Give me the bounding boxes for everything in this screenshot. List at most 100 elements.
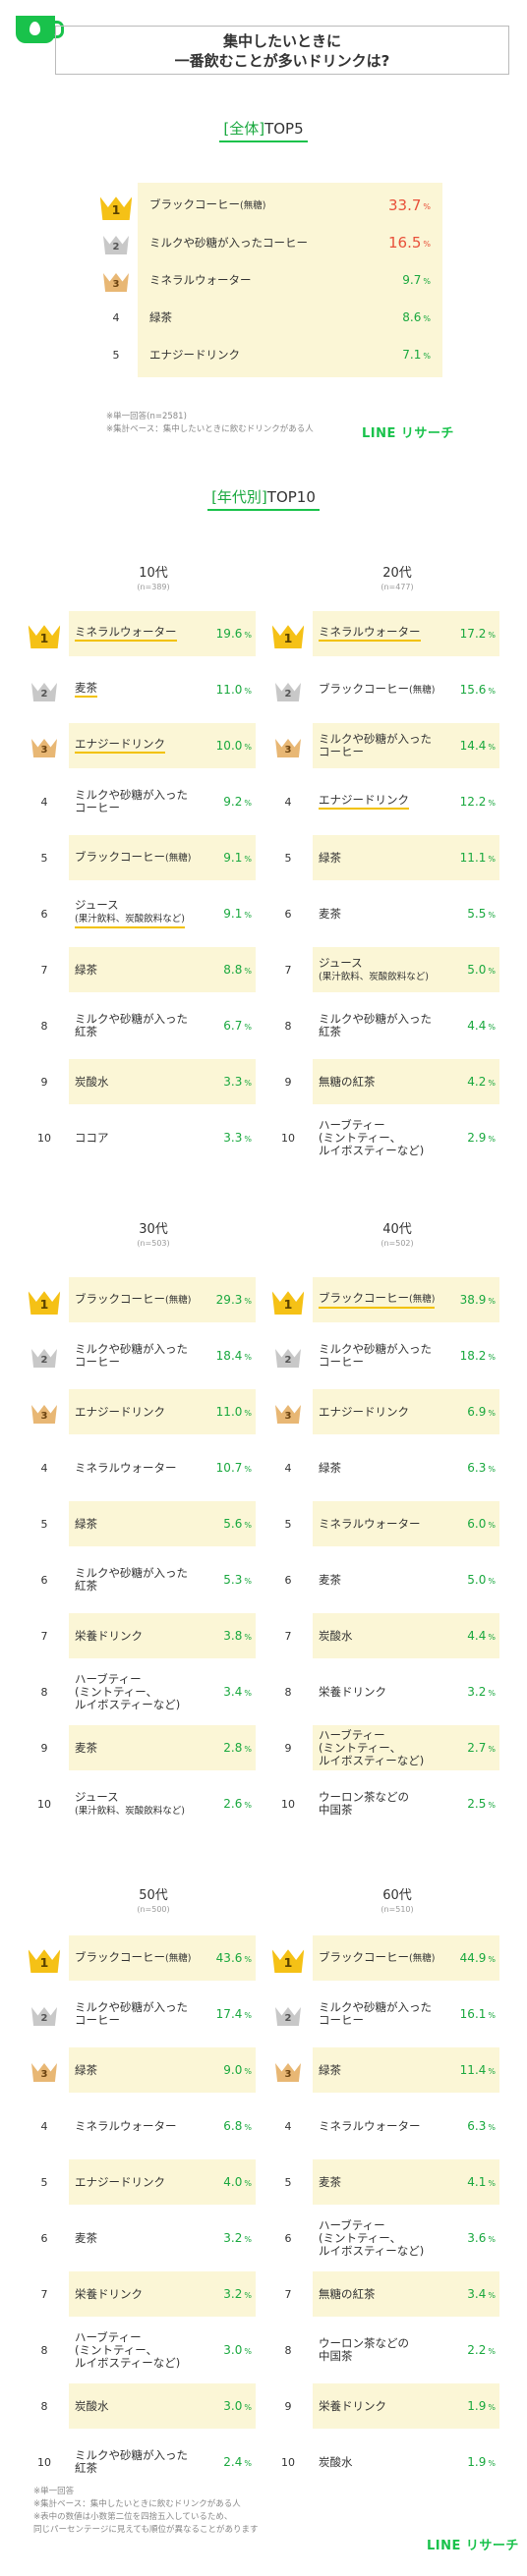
rank-cell: 7 xyxy=(29,2271,59,2317)
drink-name-text: ミネラルウォーター xyxy=(319,1516,421,1531)
table-row: 1 ミネラルウォーター 17.2% xyxy=(271,611,499,656)
rank-number: 8 xyxy=(284,2343,292,2357)
rank-number: 4 xyxy=(40,795,48,809)
drink-name-text: 麦茶 xyxy=(75,681,97,695)
percent-sign: % xyxy=(244,1801,252,1810)
drink-label: ミネラルウォーター xyxy=(149,273,252,287)
rank-number: 7 xyxy=(284,963,292,977)
percent-number: 4.4 xyxy=(467,1629,487,1643)
drink-name-text: ブラックコーヒー xyxy=(75,1950,165,1964)
drink-label: ミルクや砂糖が入った 紅茶 xyxy=(75,2449,188,2475)
rank-cell: 8 xyxy=(273,1003,303,1048)
rank-cell: 6 xyxy=(29,891,59,936)
percent-sign: % xyxy=(488,2347,496,2356)
rank-number: 6 xyxy=(284,1573,292,1587)
drink-name: 栄養ドリンク xyxy=(319,1669,386,1714)
percent-value: 2.4% xyxy=(223,2439,252,2485)
table-row: 10 ウーロン茶などの 中国茶 2.5% xyxy=(273,1781,499,1826)
rank-number: 2 xyxy=(112,242,120,252)
table-row: 7 栄養ドリンク 3.8% xyxy=(29,1613,256,1658)
drink-name-text: ミルクや砂糖が入った 紅茶 xyxy=(75,1012,188,1038)
table-row: 8 栄養ドリンク 3.2% xyxy=(273,1669,499,1714)
percent-sign: % xyxy=(488,1801,496,1810)
percent-number: 3.4 xyxy=(467,2287,487,2301)
drink-label: ミルクや砂糖が入った コーヒー xyxy=(319,733,432,758)
drink-name-note: (無糖) xyxy=(165,853,192,864)
percent-value: 6.0% xyxy=(467,1501,496,1546)
percent-number: 9.2 xyxy=(223,795,243,809)
drink-name-text: ブラックコーヒー xyxy=(319,1290,409,1305)
percent-value: 6.3% xyxy=(467,1445,496,1490)
rank-number: 1 xyxy=(39,632,49,646)
table-row: 5 ブラックコーヒー(無糖) 9.1% xyxy=(29,835,256,880)
row-highlight xyxy=(313,1935,499,1981)
drink-name-text: 炭酸水 xyxy=(75,2398,109,2413)
percent-number: 5.5 xyxy=(467,907,487,921)
table-row: 4 ミネラルウォーター 6.3% xyxy=(273,2103,499,2149)
percent-value: 8.6% xyxy=(402,295,431,340)
percent-number: 10.0 xyxy=(215,739,243,753)
percent-number: 4.2 xyxy=(467,1075,487,1089)
drink-name: ウーロン茶などの 中国茶 xyxy=(319,1781,409,1826)
drink-label: ハーブティー (ミントティー、 ルイボスティーなど) xyxy=(75,2330,180,2370)
percent-value: 3.2% xyxy=(223,2215,252,2261)
percent-number: 44.9 xyxy=(459,1951,487,1965)
percent-sign: % xyxy=(423,277,431,286)
table-row: 10 ミルクや砂糖が入った 紅茶 2.4% xyxy=(29,2439,256,2485)
percent-value: 15.6% xyxy=(460,667,496,712)
drink-label: 炭酸水 xyxy=(75,1074,109,1089)
rank-number: 7 xyxy=(40,963,48,977)
drink-name-text: ミルクや砂糖が入った コーヒー xyxy=(319,1342,432,1369)
rank-number: 5 xyxy=(284,2175,292,2189)
table-row: 4 ミネラルウォーター 10.7% xyxy=(29,1445,256,1490)
page-title: 集中したいときに 一番飲むことが多いドリンクは? xyxy=(55,26,509,75)
drink-name: 炭酸水 xyxy=(319,2439,353,2485)
drink-name-text: ブラックコーヒー xyxy=(75,1292,165,1306)
percent-sign: % xyxy=(244,2011,252,2020)
percent-sign: % xyxy=(244,911,252,920)
bronze-crown-icon: 3 xyxy=(101,268,131,292)
percent-value: 3.8% xyxy=(223,1613,252,1658)
rank-cell: 6 xyxy=(273,2215,303,2261)
rank-number: 2 xyxy=(40,2013,48,2024)
drink-name: ジュース (果汁飲料、炭酸飲料など) xyxy=(319,947,429,992)
table-row: 4 ミネラルウォーター 6.8% xyxy=(29,2103,256,2149)
overall-note-1: ※単一回答(n=2581) xyxy=(106,412,187,421)
rank-number: 1 xyxy=(283,1298,293,1313)
rank-cell: 1 xyxy=(271,611,305,656)
drink-label: エナジードリンク xyxy=(149,348,240,362)
drink-label: 炭酸水 xyxy=(319,2455,353,2469)
percent-sign: % xyxy=(244,1297,252,1306)
percent-value: 2.5% xyxy=(467,1781,496,1826)
drink-label: ハーブティー (ミントティー、 ルイボスティーなど) xyxy=(75,1672,180,1711)
drink-name-text: ウーロン茶などの 中国茶 xyxy=(319,2336,409,2363)
drink-name-text: 炭酸水 xyxy=(75,1074,109,1089)
rank-cell: 2 xyxy=(98,220,134,265)
percent-number: 3.4 xyxy=(223,1685,243,1699)
percent-sign: % xyxy=(423,202,431,211)
rank-cell: 3 xyxy=(29,2047,59,2093)
gold-crown-icon: 1 xyxy=(97,191,135,220)
percent-number: 2.7 xyxy=(467,1741,487,1755)
rank-cell: 9 xyxy=(29,1059,59,1104)
table-row: 5 ミネラルウォーター 6.0% xyxy=(273,1501,499,1546)
percent-value: 6.7% xyxy=(223,1003,252,1048)
rank-number: 1 xyxy=(283,1956,293,1971)
drink-label: 緑茶 xyxy=(75,2063,97,2077)
table-row: 10 ハーブティー (ミントティー、 ルイボスティーなど) 2.9% xyxy=(273,1115,499,1160)
percent-number: 2.6 xyxy=(223,1797,243,1811)
row-highlight xyxy=(69,2047,256,2093)
drink-name-text: 栄養ドリンク xyxy=(319,2398,386,2413)
rank-number: 6 xyxy=(284,907,292,921)
drink-name: ココア xyxy=(75,1115,109,1160)
rank-number: 4 xyxy=(284,795,292,809)
drink-name: エナジードリンク xyxy=(319,1389,409,1434)
footer-note-2: ※集計ベース：集中したいときに飲むドリンクがある人 xyxy=(33,2499,241,2509)
drink-name-text: ジュース xyxy=(75,1789,119,1804)
percent-number: 11.1 xyxy=(459,851,487,865)
table-row: 3 エナジードリンク 10.0% xyxy=(29,723,256,768)
rank-number: 5 xyxy=(40,1517,48,1531)
percent-value: 5.6% xyxy=(223,1501,252,1546)
drink-label: 麦茶 xyxy=(75,682,97,698)
table-row: 1 ブラックコーヒー(無糖) 38.9% xyxy=(271,1277,499,1322)
